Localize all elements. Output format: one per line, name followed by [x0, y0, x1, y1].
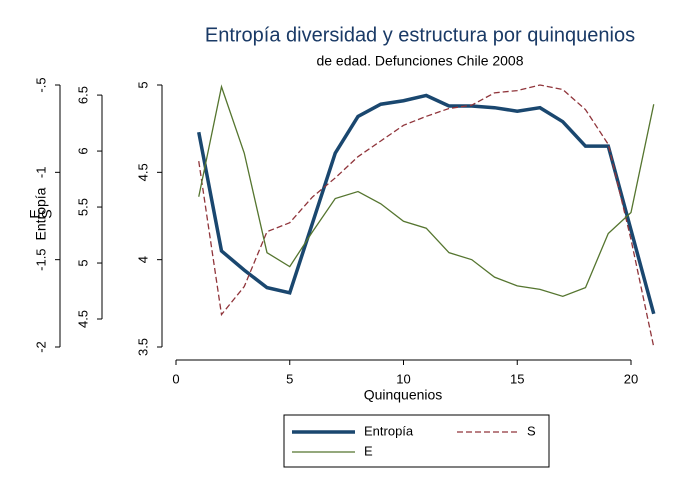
legend-label: S [527, 423, 536, 438]
y-tick-label: 6 [75, 147, 90, 154]
line-series [198, 84, 655, 348]
y-tick-label: -.5 [33, 77, 48, 92]
y-tick-label: 3.5 [135, 338, 150, 356]
chart-subtitle: de edad. Defunciones Chile 2008 [316, 53, 523, 69]
y-tick-label: 4 [135, 256, 150, 263]
line-series [198, 84, 655, 298]
legend-label: E [364, 443, 373, 458]
x-tick-label: 5 [286, 371, 293, 386]
y-tick-label: 5 [135, 81, 150, 88]
y2-axis-title: S [39, 209, 55, 218]
x-tick-label: 15 [510, 371, 524, 386]
y-tick-label: 5.5 [75, 198, 90, 216]
x-tick-label: 0 [172, 371, 179, 386]
y-tick-label: 6.5 [75, 86, 90, 104]
y-tick-label: 5 [75, 259, 90, 266]
x-axis-title: Quinquenios [364, 387, 443, 403]
y-tick-label: -1 [33, 167, 48, 179]
legend-box [283, 414, 550, 468]
y-tick-label: 4.5 [75, 310, 90, 328]
line-series [197, 93, 656, 315]
y-axis-title: Entropía [33, 187, 49, 240]
chart-title: Entropía diversidad y estructura por qui… [205, 24, 635, 46]
x-tick-label: 20 [624, 371, 638, 386]
y-tick-label: -2 [33, 341, 48, 353]
x-tick-label: 10 [396, 371, 410, 386]
y3-axis-title: E [27, 209, 43, 218]
y-tick-label: 4.5 [135, 163, 150, 181]
legend-label: Entropía [364, 423, 414, 438]
y-tick-label: -1.5 [33, 248, 48, 270]
